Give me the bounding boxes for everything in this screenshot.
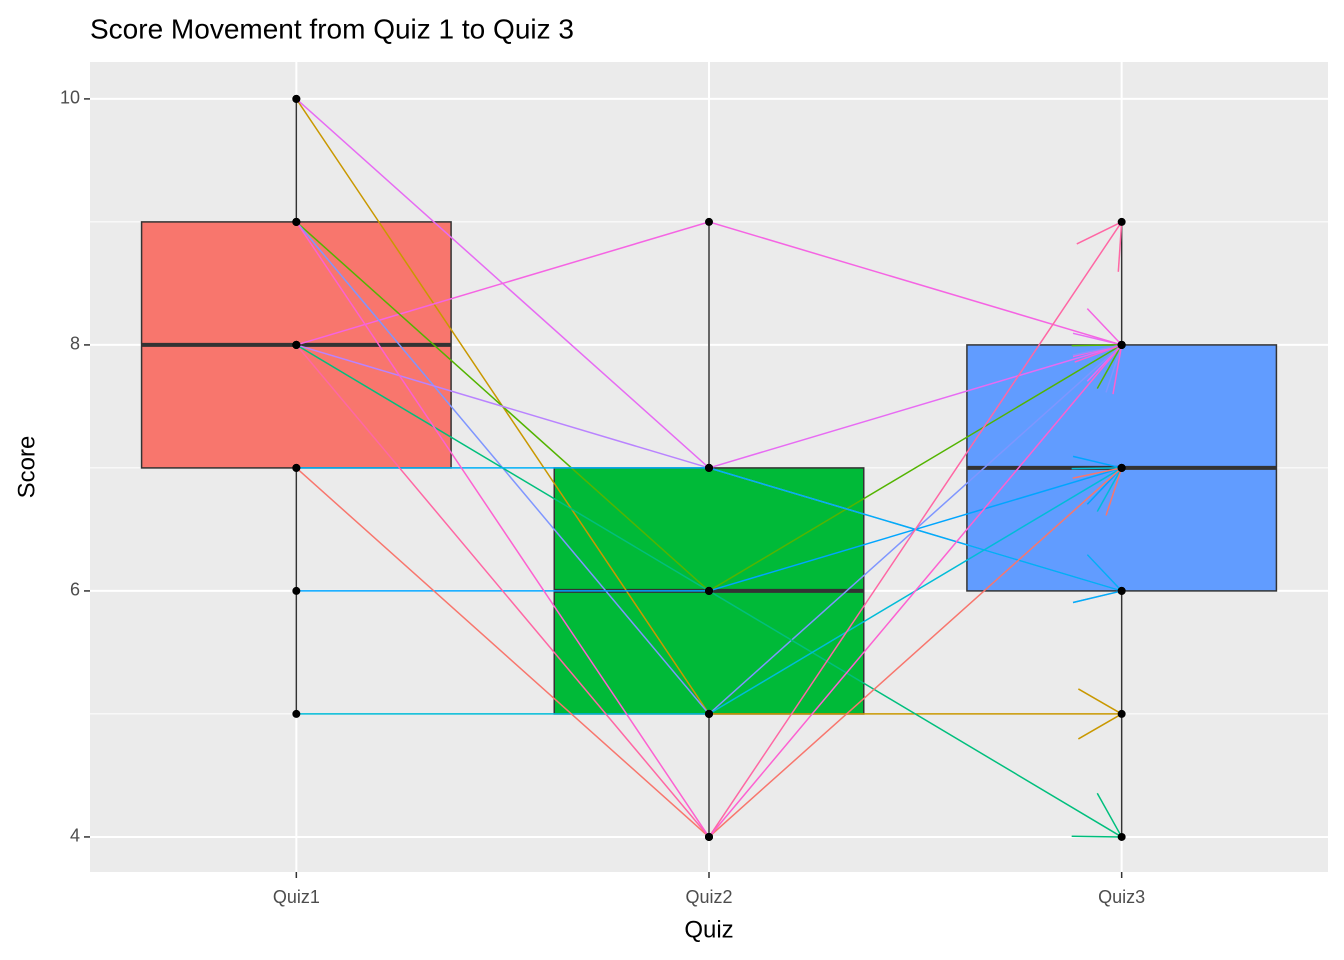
x-axis-title: Quiz [684,916,733,943]
score-point [705,217,713,226]
y-tick-label: 8 [70,334,80,354]
arrow-head [1096,467,1123,512]
score-point [292,217,301,226]
chart-title: Score Movement from Quiz 1 to Quiz 3 [90,13,574,44]
arrow-head [1086,554,1123,592]
score-point [292,94,301,103]
score-point [292,709,301,718]
score-point [705,463,713,472]
arrow-head [1072,590,1122,604]
x-tick-label: Quiz1 [273,887,320,907]
score-point [292,586,301,595]
score-point [292,463,301,472]
score-point [1117,832,1126,841]
arrow-head [1072,344,1122,356]
score-point [1117,709,1126,718]
score-point [292,340,301,349]
arrow-head [1096,792,1123,838]
score-point [1117,217,1126,226]
arrow-head [1072,455,1122,469]
x-tick-label: Quiz2 [685,887,732,907]
arrow-head [1086,308,1123,346]
score-point [1117,586,1126,595]
score-point [1117,463,1126,472]
arrow-head [1105,344,1123,393]
y-axis-title: Score [13,436,40,499]
arrow-head [1077,688,1123,715]
score-point [705,709,713,718]
arrow-head [1071,467,1122,470]
score-point [705,586,713,595]
arrow-head [1112,344,1123,395]
arrow-head [1105,467,1123,516]
arrow-head [1071,344,1122,347]
arrow-head [1076,221,1122,245]
arrow-head [1077,713,1123,740]
arrow-head [1072,467,1122,479]
score-point [1117,340,1126,349]
score-point [705,832,713,841]
arrow-head [1117,221,1123,272]
y-tick-label: 10 [60,88,80,108]
y-tick-label: 4 [70,826,80,846]
arrow-head [1071,835,1122,838]
x-tick-label: Quiz3 [1098,887,1145,907]
arrow-head [1074,344,1122,363]
y-tick-label: 6 [70,580,80,600]
arrow-head [1096,344,1123,389]
